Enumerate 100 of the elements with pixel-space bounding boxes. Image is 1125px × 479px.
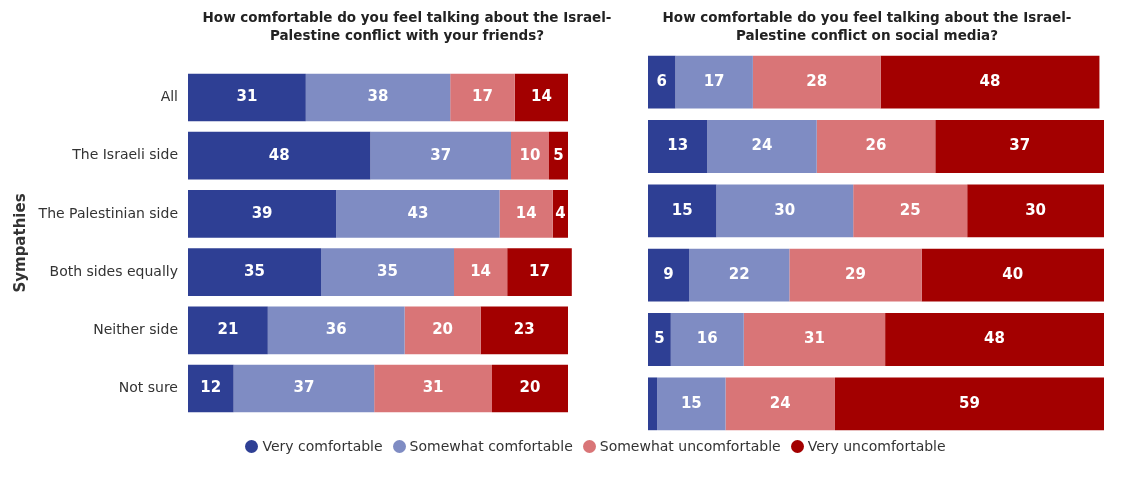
bar [648,184,717,238]
y-tick-label: The Palestinian side [37,204,178,221]
data-label: 30 [774,200,796,219]
bar [454,248,508,296]
data-label: 21 [217,320,239,339]
data-label: 23 [513,320,535,339]
data-label: 30 [1025,200,1047,219]
bar [707,120,817,173]
data-label: 40 [1002,265,1024,284]
bar [514,73,568,122]
bar [188,248,321,296]
data-label: 17 [472,87,493,106]
data-label: 12 [200,378,222,397]
data-label: 48 [268,145,290,164]
bar [789,248,922,302]
data-label: 59 [959,393,980,412]
bar [480,306,568,355]
data-label: 31 [804,329,825,348]
data-label: 22 [728,265,750,284]
legend-label: Somewhat uncomfortable [598,438,781,454]
data-label: 5 [654,329,665,348]
data-label: 20 [519,378,541,397]
bar [670,313,744,366]
bar [374,364,492,413]
data-label: 20 [432,320,454,339]
bar [675,55,753,109]
data-label: 28 [806,72,828,91]
data-label: 16 [696,329,718,348]
bar [853,184,968,238]
y-tick-label: Both sides equally [49,262,178,279]
bar [725,377,835,431]
data-label: 9 [663,265,674,284]
bar [188,306,268,355]
bar [370,131,511,180]
bar [648,377,658,431]
bar [233,364,375,413]
y-tick-label: Not sure [118,379,178,396]
bar [935,120,1104,173]
bar [549,131,568,180]
data-label: 4 [555,203,566,222]
data-label: 38 [367,87,389,106]
data-label: 25 [899,200,921,219]
bar [188,364,234,413]
bar [267,306,405,355]
data-label: 26 [865,136,887,155]
bar [499,190,553,238]
bar [507,248,572,296]
data-label: 14 [470,261,492,280]
data-label: 17 [703,72,725,91]
bar [743,313,886,366]
bar [648,313,671,366]
bar [967,184,1104,238]
bar [188,190,337,238]
data-label: 35 [244,261,265,280]
bar [336,190,500,238]
data-label: 14 [515,203,537,222]
data-label: 13 [667,136,689,155]
bar [321,248,454,296]
data-label: 31 [236,87,258,106]
bar [752,55,881,109]
y-tick-label: Neither side [93,320,178,337]
data-label: 43 [407,203,429,222]
bar [188,73,306,122]
bar [885,313,1104,366]
data-label: 36 [325,320,347,339]
bar [648,120,708,173]
y-tick-label: The Israeli side [71,146,178,163]
data-label: 6 [656,72,667,91]
bar [834,377,1104,431]
data-label: 24 [769,393,791,412]
data-label: 37 [430,145,452,164]
data-label: 14 [530,87,552,106]
bar [492,364,568,413]
bar [921,248,1104,302]
legend-label: Very uncomfortable [806,438,946,454]
bar [648,55,676,109]
bar [880,55,1100,109]
data-label: 35 [377,261,398,280]
data-label: 17 [529,261,550,280]
data-label: 39 [251,203,273,222]
bar [648,248,690,302]
y-axis-title: Sympathies [10,193,29,293]
bar [689,248,790,302]
bar [404,306,481,355]
bar [188,131,371,180]
y-tick-label: All [160,88,178,105]
chart-title: How comfortable do you feel talking about the Israel-Palestine conflict with your friends? [201,8,613,45]
data-label: 37 [293,378,315,397]
bar [511,131,549,180]
data-label: 29 [845,265,866,284]
data-label: 15 [680,393,702,412]
legend-label: Somewhat comfortable [408,438,573,454]
data-label: 5 [553,145,564,164]
data-label: 15 [671,200,693,219]
bar [450,73,515,122]
data-label: 48 [984,329,1005,348]
bar [657,377,726,431]
bar [816,120,936,173]
bar [716,184,854,238]
chart-title: How comfortable do you feel talking about the Israel-Palestine conflict on social media? [661,8,1073,45]
